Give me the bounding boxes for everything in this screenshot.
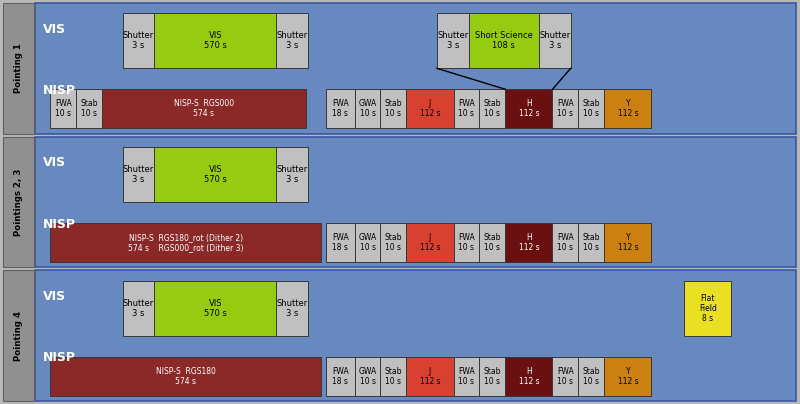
Bar [276, 281, 308, 336]
Bar [604, 89, 651, 128]
Text: Y
112 s: Y 112 s [618, 233, 638, 252]
Bar [102, 89, 306, 128]
Text: Stab
10 s: Stab 10 s [385, 99, 402, 118]
Bar [479, 223, 506, 262]
Bar [381, 89, 406, 128]
Bar [50, 89, 76, 128]
Text: NISP-S  RGS180_rot (Dither 2)
574 s    RGS000_rot (Dither 3): NISP-S RGS180_rot (Dither 2) 574 s RGS00… [128, 233, 243, 252]
Bar [578, 223, 604, 262]
Text: GWA
10 s: GWA 10 s [358, 367, 377, 386]
Text: Stab
10 s: Stab 10 s [385, 367, 402, 386]
Bar [553, 89, 578, 128]
Text: Shutter
3 s: Shutter 3 s [277, 32, 308, 50]
Text: VIS
570 s: VIS 570 s [204, 32, 226, 50]
Text: Pointings 2, 3: Pointings 2, 3 [14, 168, 23, 236]
Bar [553, 223, 578, 262]
Bar [406, 223, 454, 262]
Bar [35, 270, 796, 401]
Text: NISP-S  RGS000
574 s: NISP-S RGS000 574 s [174, 99, 234, 118]
Bar [122, 281, 154, 336]
Text: Shutter
3 s: Shutter 3 s [123, 165, 154, 184]
Bar [454, 89, 479, 128]
Text: FWA
18 s: FWA 18 s [332, 233, 349, 252]
Bar [354, 223, 381, 262]
Bar [50, 223, 321, 262]
Bar [684, 281, 731, 336]
Bar [354, 89, 381, 128]
Bar [506, 89, 553, 128]
Text: FWA
18 s: FWA 18 s [332, 367, 349, 386]
Bar [538, 13, 570, 68]
Text: Short Science
108 s: Short Science 108 s [475, 32, 533, 50]
Text: GWA
10 s: GWA 10 s [358, 233, 377, 252]
Bar [479, 89, 506, 128]
Text: FWA
10 s: FWA 10 s [557, 99, 574, 118]
Bar [381, 223, 406, 262]
Bar [578, 89, 604, 128]
Text: H
112 s: H 112 s [518, 99, 539, 118]
Text: Y
112 s: Y 112 s [618, 367, 638, 386]
Text: Stab
10 s: Stab 10 s [80, 99, 98, 118]
Text: FWA
10 s: FWA 10 s [54, 99, 71, 118]
Bar [122, 147, 154, 202]
Text: Stab
10 s: Stab 10 s [484, 367, 501, 386]
Bar [506, 357, 553, 396]
Bar [406, 89, 454, 128]
Bar [154, 13, 276, 68]
Text: NISP: NISP [43, 218, 76, 231]
Text: J
112 s: J 112 s [420, 233, 440, 252]
Text: Stab
10 s: Stab 10 s [582, 233, 600, 252]
Text: Shutter
3 s: Shutter 3 s [539, 32, 570, 50]
Bar [406, 357, 454, 396]
Bar [381, 357, 406, 396]
Text: Stab
10 s: Stab 10 s [582, 367, 600, 386]
Bar [454, 223, 479, 262]
Bar [553, 357, 578, 396]
Text: VIS: VIS [43, 290, 66, 303]
Text: Shutter
3 s: Shutter 3 s [277, 165, 308, 184]
Bar [76, 89, 102, 128]
Text: Stab
10 s: Stab 10 s [582, 99, 600, 118]
Text: Flat
Field
8 s: Flat Field 8 s [698, 294, 717, 323]
Text: VIS
570 s: VIS 570 s [204, 299, 226, 318]
Text: FWA
18 s: FWA 18 s [332, 99, 349, 118]
Text: VIS: VIS [43, 156, 66, 169]
Bar [276, 13, 308, 68]
Bar [506, 223, 553, 262]
Text: VIS: VIS [43, 23, 66, 36]
Bar [578, 357, 604, 396]
Text: NISP-S  RGS180
574 s: NISP-S RGS180 574 s [156, 367, 216, 386]
Bar [326, 89, 354, 128]
Bar [276, 147, 308, 202]
Bar [354, 357, 381, 396]
Text: Pointing 4: Pointing 4 [14, 311, 23, 361]
Text: J
112 s: J 112 s [420, 367, 440, 386]
Text: Shutter
3 s: Shutter 3 s [437, 32, 469, 50]
Bar [3, 3, 34, 134]
Text: Stab
10 s: Stab 10 s [484, 99, 501, 118]
Bar [469, 13, 538, 68]
Bar [3, 137, 34, 267]
Bar [122, 13, 154, 68]
Bar [479, 357, 506, 396]
Text: Shutter
3 s: Shutter 3 s [123, 32, 154, 50]
Bar [154, 281, 276, 336]
Text: FWA
10 s: FWA 10 s [458, 99, 475, 118]
Bar [3, 270, 34, 401]
Text: FWA
10 s: FWA 10 s [557, 233, 574, 252]
Bar [604, 357, 651, 396]
Bar [154, 147, 276, 202]
Text: H
112 s: H 112 s [518, 367, 539, 386]
Text: J
112 s: J 112 s [420, 99, 440, 118]
Text: FWA
10 s: FWA 10 s [557, 367, 574, 386]
Text: H
112 s: H 112 s [518, 233, 539, 252]
Bar [454, 357, 479, 396]
Text: NISP: NISP [43, 84, 76, 97]
Text: VIS
570 s: VIS 570 s [204, 165, 226, 184]
Bar [50, 357, 321, 396]
Bar [437, 13, 469, 68]
Bar [35, 137, 796, 267]
Text: NISP: NISP [43, 351, 76, 364]
Text: FWA
10 s: FWA 10 s [458, 233, 475, 252]
Text: GWA
10 s: GWA 10 s [358, 99, 377, 118]
